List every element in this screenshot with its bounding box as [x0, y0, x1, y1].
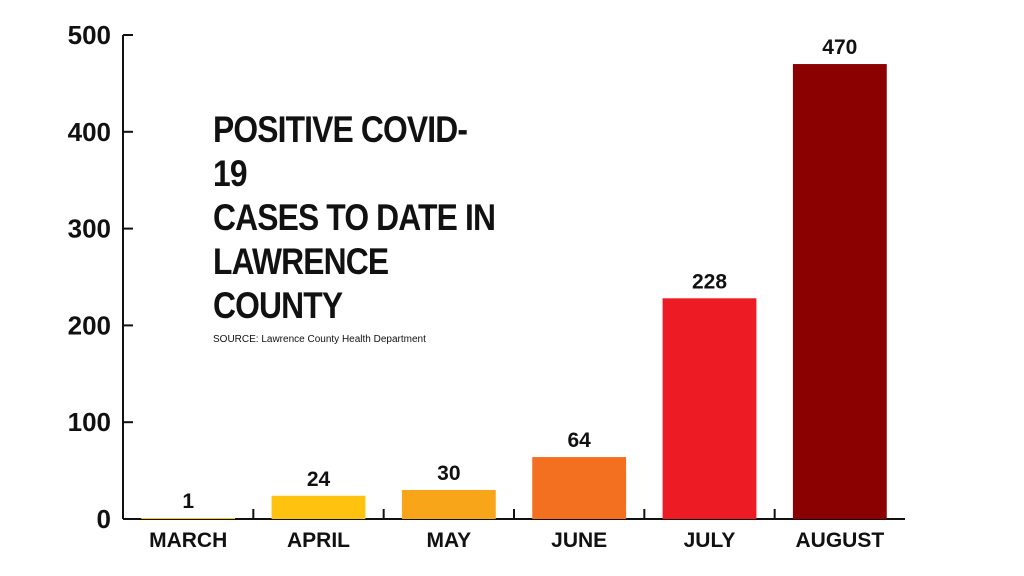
data-label-may: 30: [437, 462, 460, 485]
data-label-march: 1: [182, 490, 194, 513]
bar-june: [532, 457, 627, 519]
bar-april: [271, 495, 366, 519]
x-tick-label-april: APRIL: [287, 529, 350, 552]
y-tick-label: 400: [68, 117, 111, 147]
bar-july: [662, 298, 757, 519]
bar-may: [401, 489, 496, 519]
chart-title: POSITIVE COVID-19 CASES TO DATE IN LAWRE…: [213, 109, 496, 326]
data-label-july: 228: [692, 270, 727, 293]
y-tick-label: 300: [68, 214, 111, 244]
x-tick-label-july: JULY: [684, 529, 736, 552]
y-tick-label: 200: [68, 310, 111, 340]
data-label-august: 470: [822, 36, 857, 59]
x-tick-label-june: JUNE: [551, 529, 607, 552]
data-label-june: 64: [567, 429, 591, 452]
y-tick-label: 500: [68, 20, 111, 50]
x-tick-label-march: MARCH: [149, 529, 227, 552]
y-tick-label: 100: [68, 407, 111, 437]
bar-august: [792, 64, 887, 519]
data-label-april: 24: [307, 468, 331, 491]
bar-march: [141, 518, 236, 519]
chart-source: SOURCE: Lawrence County Health Departmen…: [213, 334, 426, 345]
x-tick-label-may: MAY: [426, 529, 471, 552]
y-tick-label: 0: [97, 504, 111, 534]
x-tick-label-august: AUGUST: [795, 529, 884, 552]
chart-title-block: POSITIVE COVID-19 CASES TO DATE IN LAWRE…: [213, 108, 543, 345]
